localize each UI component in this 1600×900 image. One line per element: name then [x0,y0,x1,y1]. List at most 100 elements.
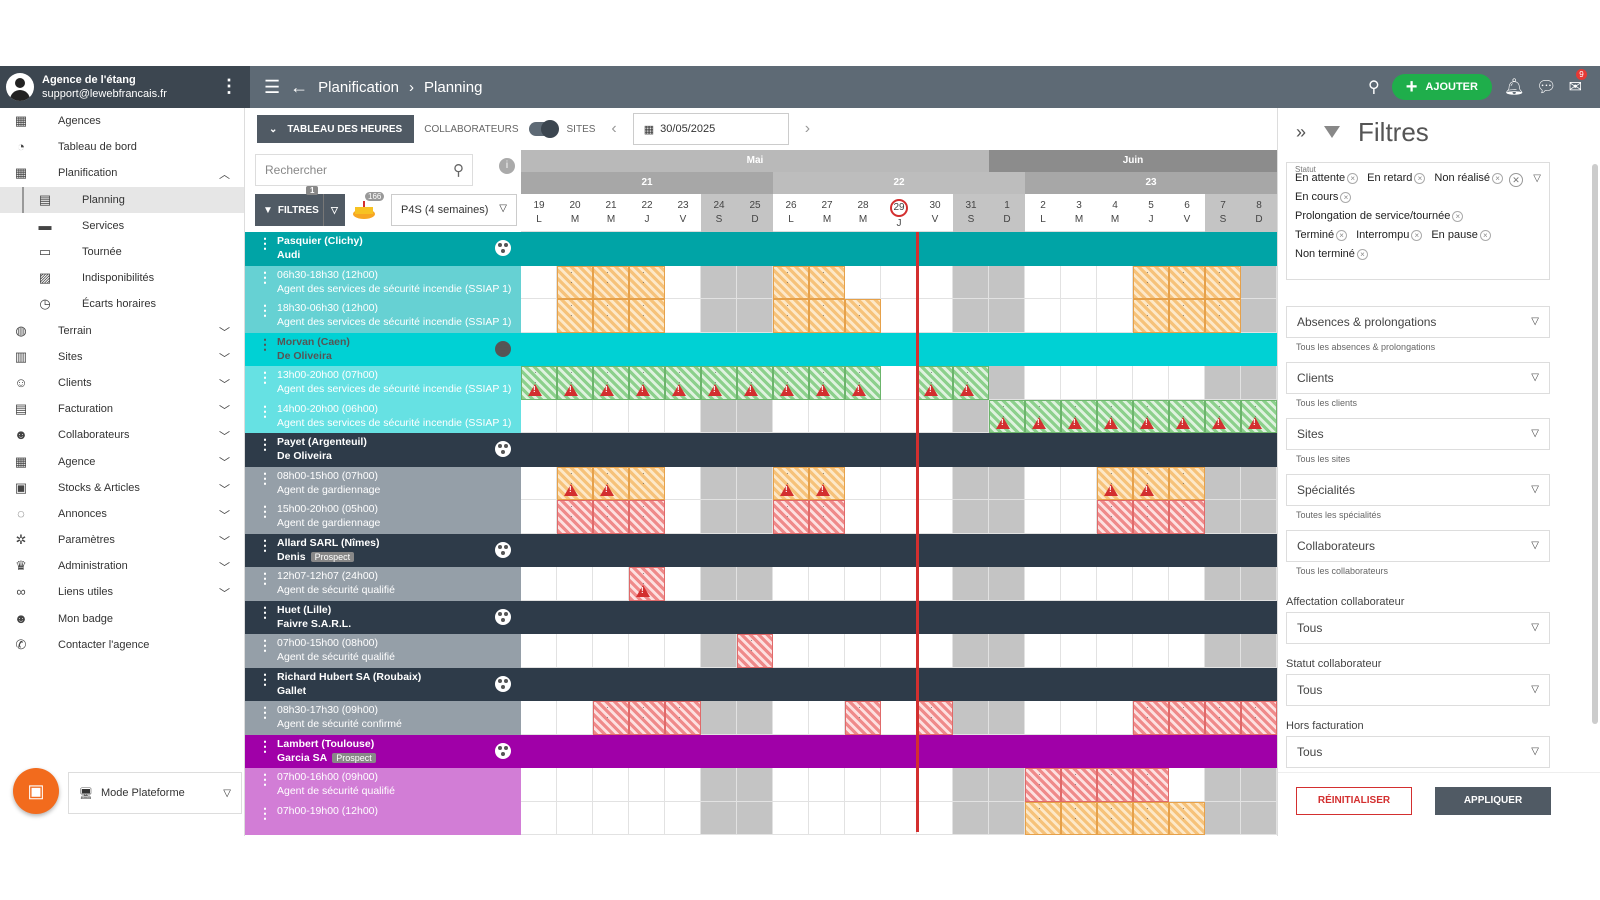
view-toggle[interactable] [528,120,559,138]
sidebar-item-crown[interactable]: ♛ Administration ﹀ [0,553,244,579]
planning-cell[interactable] [521,634,557,668]
planning-cell[interactable] [1205,500,1241,534]
planning-cell[interactable] [1133,366,1169,400]
chevron-down-icon[interactable]: ▽ [323,194,345,226]
planning-cell[interactable] [1061,366,1097,400]
status-chip[interactable]: En attente × [1295,172,1359,184]
planning-cell[interactable] [773,634,809,668]
palette-icon[interactable] [495,742,511,759]
service-row[interactable]: ⋮ 18h30-06h30 (12h00) Agent des services d… [245,299,1277,333]
planning-cell[interactable] [665,500,701,534]
planning-cell[interactable] [845,399,881,433]
planning-cell[interactable] [881,399,917,433]
planning-cell[interactable]: · · [557,299,593,333]
planning-cell[interactable] [1241,366,1277,400]
timesheet-button[interactable]: ⌄ TABLEAU DES HEURES [257,115,415,143]
planning-cell[interactable] [845,567,881,601]
planning-cell[interactable]: · · [773,366,809,400]
planning-cell[interactable] [953,299,989,333]
remove-chip-icon[interactable]: × [1340,191,1352,203]
planning-cell[interactable]: · · [1097,500,1133,534]
account-menu-icon[interactable]: ⋮ [220,76,238,96]
filter-select[interactable]: Spécialités ▽ [1286,474,1550,506]
planning-cell[interactable]: · · [1025,801,1061,835]
planning-cell[interactable] [989,701,1025,735]
planning-cell[interactable]: · · [1169,299,1205,333]
sidebar-item-building[interactable]: ▦ Agences [0,108,244,134]
chevron-down-icon[interactable]: ﹀ [219,562,230,575]
remove-chip-icon[interactable]: × [1492,172,1504,184]
planning-cell[interactable] [593,567,629,601]
chevron-down-icon[interactable]: ﹀ [219,483,230,496]
site-row[interactable]: ⋮ Payet (Argenteuil) De Oliveira [245,433,1277,467]
row-menu-icon[interactable]: ⋮ [258,804,272,821]
birthday-icon[interactable]: 166 [351,192,385,222]
planning-cell[interactable] [737,701,773,735]
planning-cell[interactable] [881,299,917,333]
status-multiselect[interactable]: Statut En attente × En retard × Non réalisé ×… [1286,162,1550,280]
prev-arrow-icon[interactable]: ‹ [611,120,617,137]
row-menu-icon[interactable]: ⋮ [258,603,272,620]
planning-cell[interactable] [1241,768,1277,802]
planning-cell[interactable] [989,768,1025,802]
search-icon[interactable]: ⚲ [1368,79,1380,96]
planning-cell[interactable] [737,768,773,802]
planning-cell[interactable]: · · [737,366,773,400]
planning-cell[interactable] [773,701,809,735]
planning-cell[interactable]: · · [917,701,953,735]
planning-cell[interactable] [1061,701,1097,735]
planning-cell[interactable]: · · [1133,299,1169,333]
day-header[interactable]: 27 M [809,194,845,232]
planning-cell[interactable]: · · [1133,701,1169,735]
planning-cell[interactable] [809,768,845,802]
planning-cell[interactable]: · · [809,299,845,333]
planning-cell[interactable] [737,265,773,299]
sidebar-item-briefcase[interactable]: ▬ Services [0,213,244,239]
planning-cell[interactable] [953,399,989,433]
planning-cell[interactable]: · · [917,366,953,400]
planning-cell[interactable] [917,801,953,835]
planning-cell[interactable] [881,701,917,735]
planning-cell[interactable] [1025,466,1061,500]
day-header[interactable]: 25 D [737,194,773,232]
planning-cell[interactable]: · · [1133,265,1169,299]
planning-cell[interactable]: · · [809,265,845,299]
planning-cell[interactable] [809,399,845,433]
planning-cell[interactable] [521,701,557,735]
planning-cell[interactable] [881,768,917,802]
planning-cell[interactable] [1241,567,1277,601]
planning-cell[interactable]: · · [809,366,845,400]
planning-cell[interactable]: · · [593,366,629,400]
planning-cell[interactable] [881,634,917,668]
day-header[interactable]: 20 M [557,194,593,232]
sidebar-item-gears[interactable]: ✲ Paramètres ﹀ [0,527,244,553]
scrollbar[interactable] [1592,164,1598,724]
service-row[interactable]: ⋮ 07h00-19h00 (12h00) · · · · · · · · · · [245,801,1277,835]
planning-cell[interactable] [1061,265,1097,299]
row-menu-icon[interactable]: ⋮ [258,536,272,553]
planning-cell[interactable]: · · [557,466,593,500]
planning-cell[interactable] [737,466,773,500]
planning-cell[interactable] [521,801,557,835]
planning-cell[interactable]: · · [1169,500,1205,534]
next-arrow-icon[interactable]: › [804,120,811,137]
palette-icon[interactable] [495,441,511,457]
sidebar-item-boxes[interactable]: ▣ Stocks & Articles ﹀ [0,475,244,501]
planning-cell[interactable]: · · [1097,768,1133,802]
planning-cell[interactable]: · · [773,265,809,299]
reset-button[interactable]: RÉINITIALISER [1296,787,1412,815]
chevron-down-icon[interactable]: ﹀ [219,378,230,391]
palette-icon[interactable] [495,240,511,256]
planning-cell[interactable]: · · [629,265,665,299]
planning-cell[interactable] [1169,768,1205,802]
planning-cell[interactable] [809,701,845,735]
planning-cell[interactable] [953,500,989,534]
planning-cell[interactable]: · · [1133,399,1169,433]
planning-cell[interactable] [557,801,593,835]
day-header[interactable]: 30 V [917,194,953,232]
planning-cell[interactable] [1097,701,1133,735]
planning-cell[interactable]: · · [521,366,557,400]
planning-cell[interactable] [629,801,665,835]
planning-cell[interactable]: · · [1061,768,1097,802]
